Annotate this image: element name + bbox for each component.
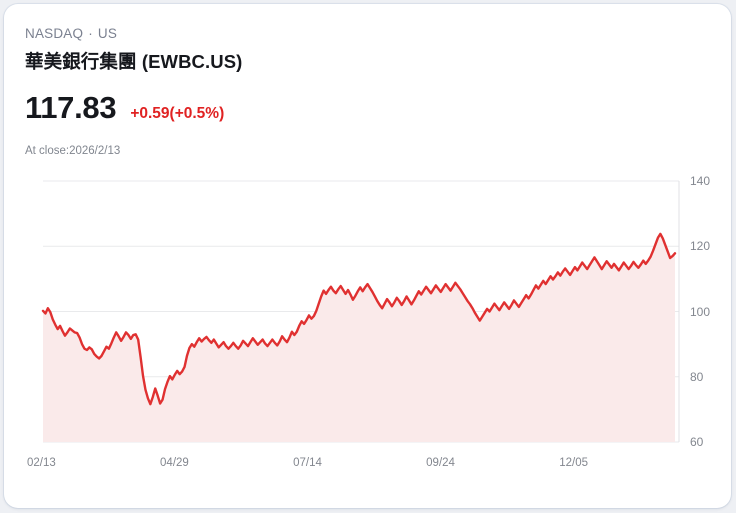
x-axis-tick-label: 09/24 [426, 457, 455, 469]
separator-dot: · [88, 26, 93, 41]
y-axis-tick-label: 120 [690, 239, 711, 254]
x-axis-tick-label: 12/05 [559, 457, 588, 469]
x-axis-tick-label: 02/13 [27, 457, 56, 469]
price-change: +0.59(+0.5%) [130, 105, 225, 122]
y-axis-tick-label: 80 [690, 369, 704, 384]
y-axis-tick-label: 140 [690, 174, 711, 188]
exchange-name: NASDAQ [25, 26, 84, 41]
stock-quote-card: NASDAQ · US 華美銀行集團 (EWBC.US) 117.83 +0.59(… [4, 4, 731, 508]
price-area-fill [43, 233, 675, 442]
price-row: 117.83 +0.59(+0.5%) [25, 90, 224, 126]
price-chart[interactable]: 140 120 100 80 60 02/13 04/29 07/14 09/24 12/05 [4, 4, 731, 508]
page-title: 華美銀行集團 (EWBC.US) [25, 51, 243, 72]
x-axis-tick-label: 04/29 [160, 457, 189, 469]
region-label: US [97, 26, 118, 41]
exchange-region-line: NASDAQ · US [25, 26, 117, 41]
x-axis-tick-label: 07/14 [293, 457, 322, 469]
market-status-note: At close:2026/2/13 [25, 145, 121, 157]
y-axis-tick-label: 60 [690, 435, 704, 449]
y-axis-tick-label: 100 [690, 304, 711, 319]
current-price: 117.83 [25, 90, 117, 125]
price-chart-svg[interactable] [4, 4, 731, 508]
price-line [41, 232, 677, 406]
